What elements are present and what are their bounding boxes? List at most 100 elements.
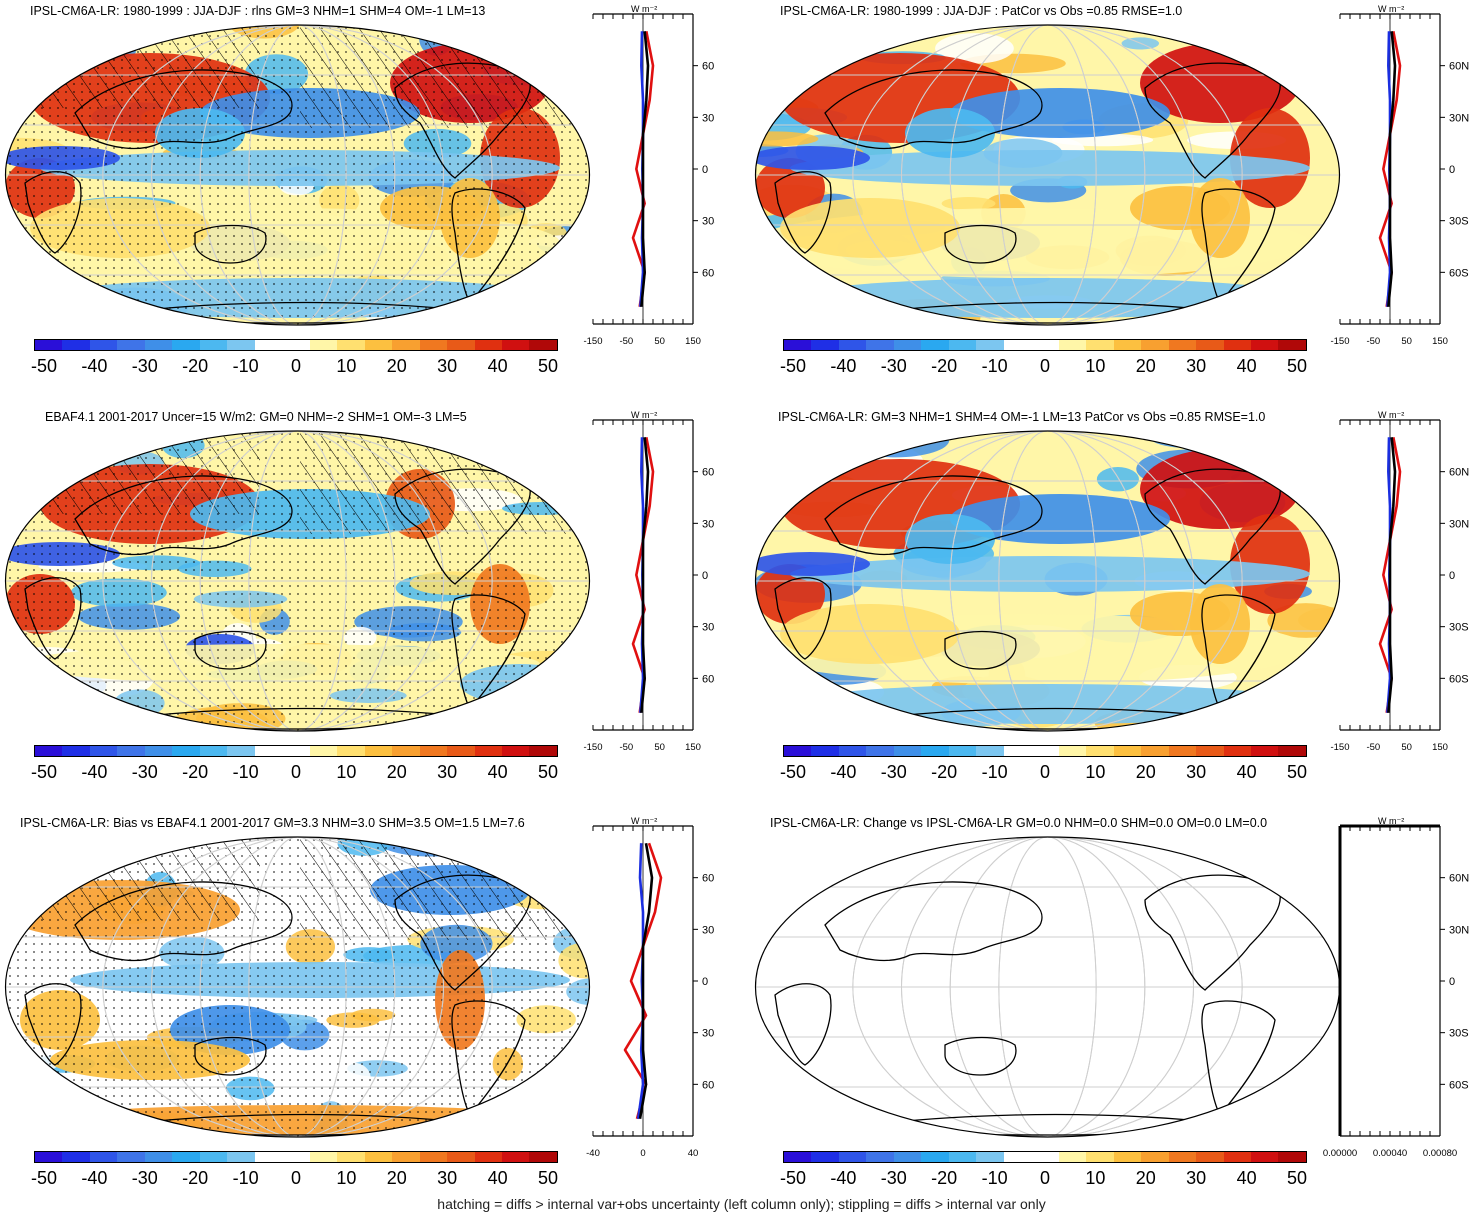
coastline [24,171,82,254]
colorbar-tick-label: 0 [290,356,302,376]
colorbar-tick-label: -30 [880,762,907,782]
colorbar-tick-label: -10 [232,1168,259,1188]
profile-series-line [631,436,655,713]
map-field-patch [755,146,870,170]
colorbar-swatch [117,340,145,350]
colorbar-swatch [1113,340,1142,350]
colorbar-swatch [1223,340,1251,350]
colorbar-labels-5: -50 -40 -30 -20 -10 0 10 20 30 40 50 [31,1168,558,1190]
coastline [74,475,293,556]
colorbar-tick-label: -10 [981,762,1008,782]
profile-lat-label: 30N [702,112,715,124]
colorbar-swatch [227,746,255,756]
colorbar-tick-label: 30 [1186,1168,1207,1188]
colorbar-swatch [1168,746,1197,756]
colorbar-swatch [1003,1152,1032,1162]
colorbar-swatch [921,1152,949,1162]
profile-x-label: -50 [619,742,633,753]
map-field-patch [5,34,19,61]
profile-x-label: 0.00000 [1323,1148,1357,1159]
colorbar-swatch [144,746,173,756]
colorbar-swatch [474,1152,502,1162]
map-field-patch [755,552,870,576]
colorbar-swatch [1278,746,1306,756]
colorbar-swatch [1196,340,1224,350]
colorbar-swatch [199,340,228,350]
colorbar-tick-label: 10 [1085,1168,1106,1188]
profile-panel-5: W m⁻² 60N 30N 0 30S 60S -40 0 40 [586,816,715,1159]
profile-series-line [640,31,650,307]
hatching [5,25,260,108]
colorbar-tick-label: -20 [182,356,209,376]
profile-x-label: 40 [688,1148,699,1159]
colorbar-tick-label: 50 [1286,762,1308,782]
colorbar-swatch [447,340,475,350]
colorbar-swatch [309,746,338,756]
colorbar-swatch [1141,1152,1169,1162]
coastline [774,171,832,254]
colorbar-swatch [501,1152,530,1162]
map-field-patch [443,25,479,46]
map-field-patch [834,431,888,441]
profile-series-line [1378,30,1402,307]
colorbar-swatch [1250,1152,1279,1162]
profile-lat-label: 30N [1449,924,1469,936]
colorbar-2 [783,339,1307,351]
colorbar-tick-label: -30 [131,762,158,782]
profile-series-line [1387,31,1397,307]
longitude-gridline [998,431,1097,731]
colorbar-tick-label: 40 [1236,762,1257,782]
colorbar-swatch [364,340,393,350]
colorbar-swatch [282,746,310,756]
stippling [5,837,590,1137]
colorbar-tick-label: 30 [437,1168,458,1188]
profile-lat-label: 30N [702,924,715,936]
profile-x-label: -50 [1366,742,1380,753]
colorbar-tick-label: -20 [931,762,958,782]
coastline [824,475,1043,556]
profile-lat-label: 60N [702,61,715,73]
coastline [824,69,1043,150]
longitude-gridline [199,431,396,731]
colorbar-swatch [447,1152,475,1162]
colorbar-tick-label: -30 [880,356,907,376]
hatching [300,25,590,128]
map-field-patch [500,298,551,318]
colorbar-swatch [1031,1152,1059,1162]
colorbar-swatch [1196,1152,1224,1162]
colorbar-tick-label: 20 [386,356,407,376]
coastline [774,577,832,660]
colorbar-swatch [501,746,530,756]
map-panel-2 [754,24,1341,326]
colorbar-tick-label: 30 [437,762,458,782]
colorbar-swatch [866,340,894,350]
longitude-gridline [102,837,493,1137]
colorbar-tick-label: -10 [981,1168,1008,1188]
map-outline [4,24,591,326]
colorbar-tick-label: 0 [1039,1168,1051,1188]
longitude-gridline [199,25,396,325]
colorbar-swatch [144,340,173,350]
colorbar-swatch [35,1152,63,1162]
profile-x-label: -150 [1330,336,1349,347]
profile-series-line [1387,437,1397,713]
map-panel-3 [4,430,591,732]
profile-x-label: -150 [1330,742,1349,753]
profile-unit-label: W m⁻² [1378,410,1404,420]
map-field-patch [905,108,995,158]
profile-unit-label: W m⁻² [631,816,657,826]
profile-lat-label: 60N [702,467,715,479]
map-field-patch [5,278,55,315]
profile-lat-label: 30S [702,1028,715,1040]
colorbar-swatch [948,746,977,756]
colorbar-swatch [89,1152,118,1162]
profile-lat-label: 30S [1449,622,1469,634]
profile-lat-label: 60S [702,267,715,279]
map-field-patch [96,724,203,731]
colorbar-swatch [501,340,530,350]
colorbar-swatch [254,340,283,350]
map-field-patch [755,443,824,461]
colorbar-tick-label: 50 [1286,1168,1308,1188]
profile-unit-label: W m⁻² [1378,4,1404,14]
coastline [944,630,1017,670]
